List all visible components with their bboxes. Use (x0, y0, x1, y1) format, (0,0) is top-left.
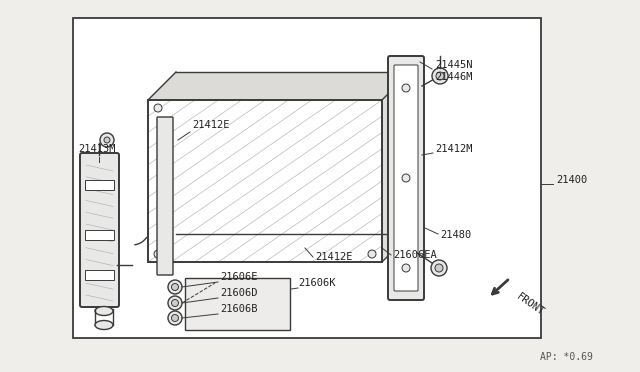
Text: 21412E: 21412E (315, 252, 353, 262)
Polygon shape (148, 72, 410, 100)
Circle shape (436, 72, 444, 80)
Text: AP: *0.69: AP: *0.69 (540, 352, 593, 362)
Circle shape (172, 299, 179, 307)
Circle shape (168, 296, 182, 310)
Circle shape (432, 68, 448, 84)
Circle shape (168, 311, 182, 325)
FancyBboxPatch shape (157, 117, 173, 275)
Ellipse shape (95, 307, 113, 315)
Polygon shape (382, 72, 410, 262)
Text: 21412E: 21412E (192, 120, 230, 130)
Bar (73, 18, 541, 338)
Text: 21445N: 21445N (435, 60, 472, 70)
Bar (85, 180, 114, 190)
Polygon shape (148, 100, 382, 262)
Text: 21606E: 21606E (220, 272, 257, 282)
Text: 21606B: 21606B (220, 304, 257, 314)
Circle shape (402, 174, 410, 182)
Text: FRONT: FRONT (515, 292, 547, 318)
Bar (85, 230, 114, 240)
Ellipse shape (95, 321, 113, 330)
FancyBboxPatch shape (388, 56, 424, 300)
Text: 21606D: 21606D (220, 288, 257, 298)
Text: 21400: 21400 (556, 175, 588, 185)
Text: 21413M: 21413M (78, 144, 115, 154)
Circle shape (154, 250, 162, 258)
Circle shape (402, 84, 410, 92)
Circle shape (104, 137, 110, 143)
FancyBboxPatch shape (394, 65, 418, 291)
Text: 21446M: 21446M (435, 72, 472, 82)
Text: 21606EA: 21606EA (393, 250, 436, 260)
Circle shape (435, 264, 443, 272)
Circle shape (368, 250, 376, 258)
Circle shape (154, 104, 162, 112)
Text: 21480: 21480 (440, 230, 471, 240)
Circle shape (172, 314, 179, 321)
Text: 21412M: 21412M (435, 144, 472, 154)
Circle shape (168, 280, 182, 294)
Circle shape (402, 264, 410, 272)
Bar (185, 278, 290, 330)
Bar (85, 270, 114, 280)
Circle shape (396, 76, 404, 84)
Text: 21606K: 21606K (298, 278, 335, 288)
Circle shape (172, 283, 179, 291)
FancyBboxPatch shape (80, 153, 119, 307)
Circle shape (431, 260, 447, 276)
Circle shape (100, 133, 114, 147)
